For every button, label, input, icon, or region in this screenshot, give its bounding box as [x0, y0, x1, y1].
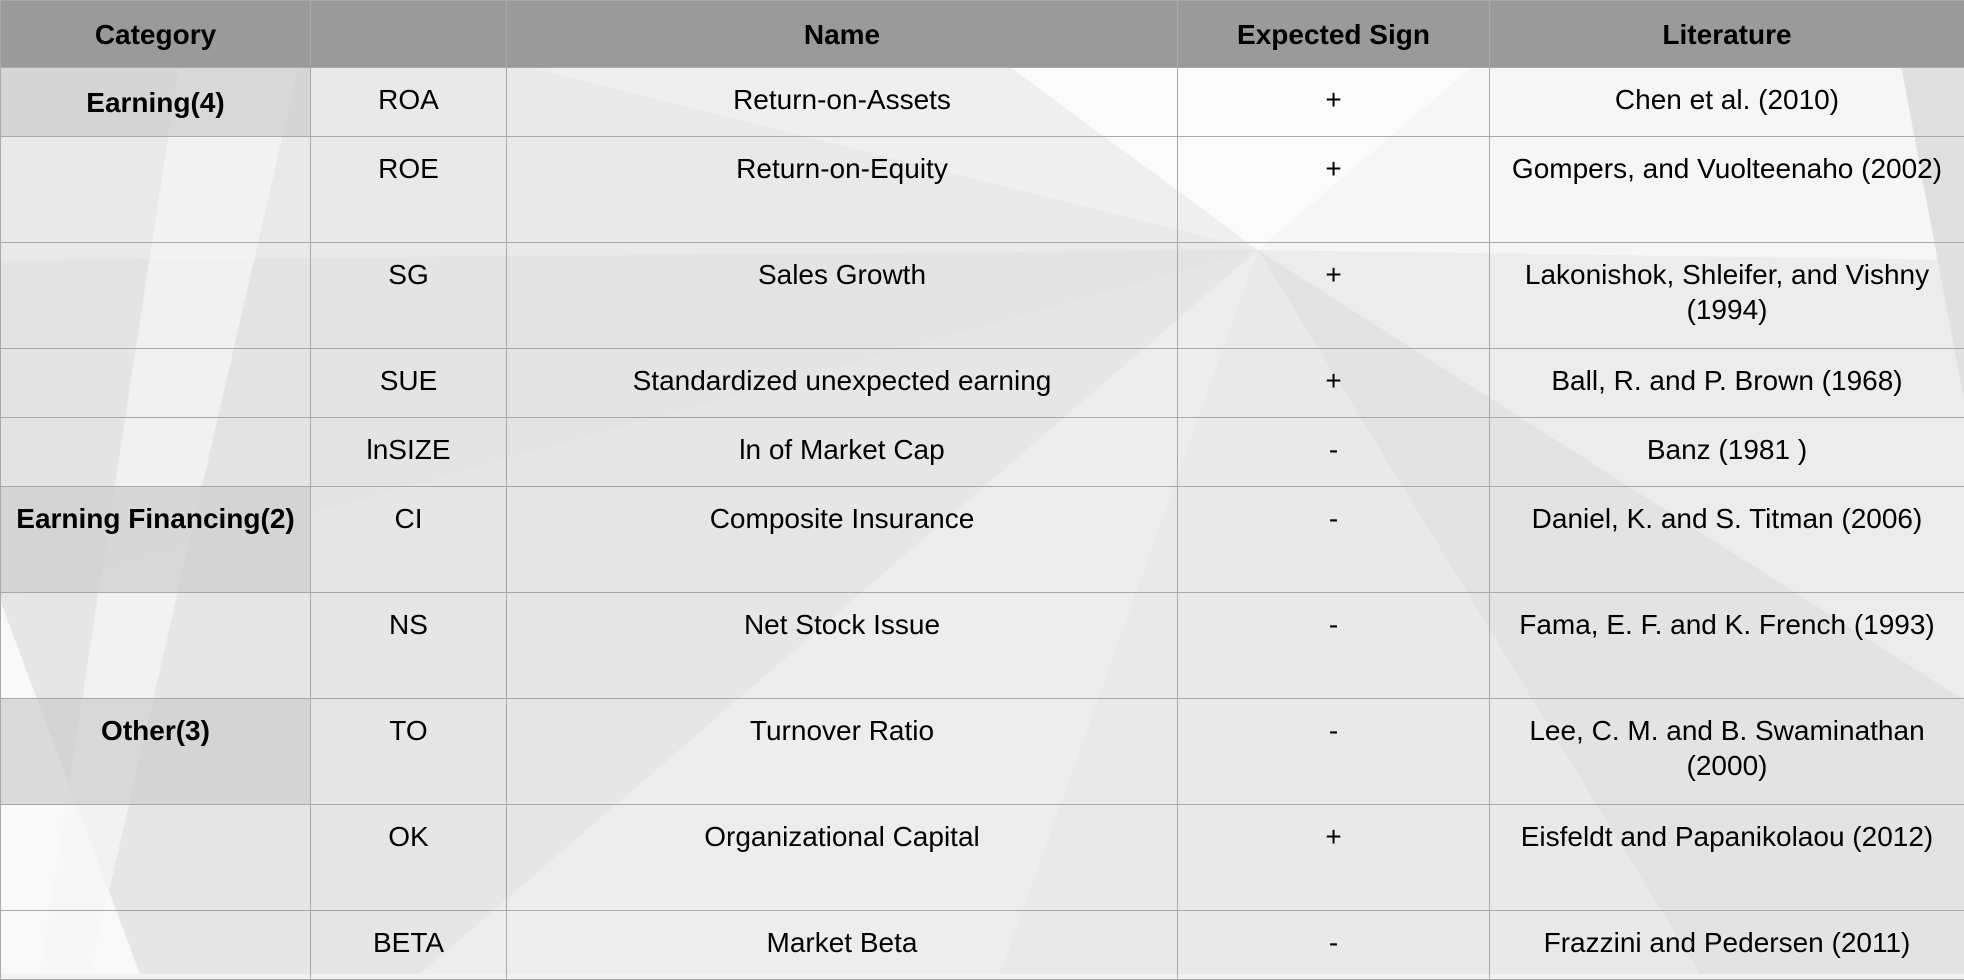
sign-cell: + — [1178, 349, 1490, 418]
sign-cell: - — [1178, 593, 1490, 699]
sign-cell: - — [1178, 911, 1490, 980]
literature-cell: Daniel, K. and S. Titman (2006) — [1490, 487, 1964, 593]
name-cell: Organizational Capital — [507, 805, 1178, 911]
literature-cell: Lakonishok, Shleifer, and Vishny (1994) — [1490, 243, 1964, 349]
literature-cell: Chen et al. (2010) — [1490, 68, 1964, 137]
literature-cell: Eisfeldt and Papanikolaou (2012) — [1490, 805, 1964, 911]
header-expected-sign: Expected Sign — [1178, 1, 1490, 68]
header-literature: Literature — [1490, 1, 1964, 68]
category-cell — [1, 593, 311, 699]
table-row: Earning(4) ROA Return-on-Assets + Chen e… — [1, 68, 1964, 137]
sign-cell: + — [1178, 68, 1490, 137]
table-row: BETA Market Beta - Frazzini and Pedersen… — [1, 911, 1964, 980]
symbol-cell: BETA — [311, 911, 507, 980]
category-cell — [1, 243, 311, 349]
sign-cell: + — [1178, 243, 1490, 349]
name-cell: ln of Market Cap — [507, 418, 1178, 487]
name-cell: Net Stock Issue — [507, 593, 1178, 699]
sign-cell: - — [1178, 487, 1490, 593]
symbol-cell: SG — [311, 243, 507, 349]
name-cell: Return-on-Assets — [507, 68, 1178, 137]
table-row: SUE Standardized unexpected earning + Ba… — [1, 349, 1964, 418]
table-row: ROE Return-on-Equity + Gompers, and Vuol… — [1, 137, 1964, 243]
table-row: lnSIZE ln of Market Cap - Banz (1981 ) — [1, 418, 1964, 487]
category-cell: Other(3) — [1, 699, 311, 805]
sign-cell: + — [1178, 805, 1490, 911]
category-cell: Earning Financing(2) — [1, 487, 311, 593]
symbol-cell: SUE — [311, 349, 507, 418]
header-name: Name — [507, 1, 1178, 68]
table-row: Other(3) TO Turnover Ratio - Lee, C. M. … — [1, 699, 1964, 805]
category-cell — [1, 137, 311, 243]
category-cell — [1, 418, 311, 487]
symbol-cell: TO — [311, 699, 507, 805]
name-cell: Return-on-Equity — [507, 137, 1178, 243]
table-row: OK Organizational Capital + Eisfeldt and… — [1, 805, 1964, 911]
literature-cell: Banz (1981 ) — [1490, 418, 1964, 487]
literature-cell: Frazzini and Pedersen (2011) — [1490, 911, 1964, 980]
name-cell: Turnover Ratio — [507, 699, 1178, 805]
category-cell — [1, 805, 311, 911]
literature-cell: Gompers, and Vuolteenaho (2002) — [1490, 137, 1964, 243]
category-cell — [1, 349, 311, 418]
category-cell: Earning(4) — [1, 68, 311, 137]
table-row: NS Net Stock Issue - Fama, E. F. and K. … — [1, 593, 1964, 699]
symbol-cell: ROA — [311, 68, 507, 137]
name-cell: Composite Insurance — [507, 487, 1178, 593]
sign-cell: - — [1178, 418, 1490, 487]
category-cell — [1, 911, 311, 980]
literature-cell: Fama, E. F. and K. French (1993) — [1490, 593, 1964, 699]
table-row: SG Sales Growth + Lakonishok, Shleifer, … — [1, 243, 1964, 349]
header-symbol — [311, 1, 507, 68]
literature-cell: Lee, C. M. and B. Swaminathan (2000) — [1490, 699, 1964, 805]
symbol-cell: lnSIZE — [311, 418, 507, 487]
name-cell: Standardized unexpected earning — [507, 349, 1178, 418]
name-cell: Sales Growth — [507, 243, 1178, 349]
sign-cell: + — [1178, 137, 1490, 243]
name-cell: Market Beta — [507, 911, 1178, 980]
sign-cell: - — [1178, 699, 1490, 805]
header-category: Category — [1, 1, 311, 68]
literature-cell: Ball, R. and P. Brown (1968) — [1490, 349, 1964, 418]
symbol-cell: CI — [311, 487, 507, 593]
table-row: Earning Financing(2) CI Composite Insura… — [1, 487, 1964, 593]
header-row: Category Name Expected Sign Literature — [1, 1, 1964, 68]
symbol-cell: NS — [311, 593, 507, 699]
symbol-cell: OK — [311, 805, 507, 911]
symbol-cell: ROE — [311, 137, 507, 243]
